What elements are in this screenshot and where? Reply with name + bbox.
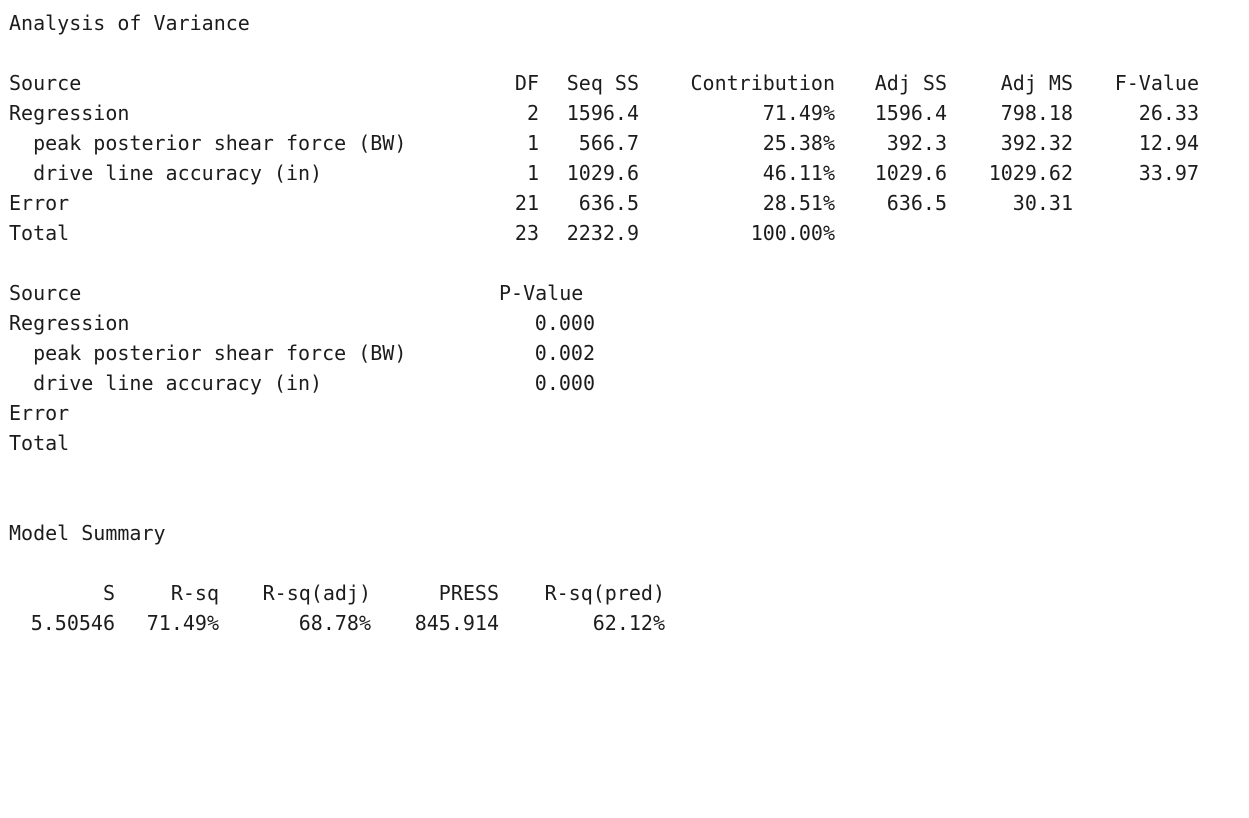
row-seq-ss: 2232.9 bbox=[566, 221, 639, 245]
value-press: 845.914 bbox=[414, 611, 499, 635]
table-row: drive line accuracy (in) 0.000 bbox=[9, 368, 1244, 398]
row-df: 2 bbox=[526, 101, 539, 125]
row-adj-ms: 392.32 bbox=[1000, 131, 1073, 155]
header-r-sq-adj: R-sq(adj) bbox=[262, 581, 371, 605]
row-seq-ss: 1596.4 bbox=[566, 101, 639, 125]
row-p-value: 0.000 bbox=[534, 311, 595, 335]
value-r-sq-adj: 68.78% bbox=[298, 611, 371, 635]
row-adj-ms: 798.18 bbox=[1000, 101, 1073, 125]
anova-title: Analysis of Variance bbox=[9, 11, 250, 35]
row-contribution: 46.11% bbox=[762, 161, 835, 185]
header-s: S bbox=[102, 581, 115, 605]
model-summary-header-row: S R-sq R-sq(adj) PRESS R-sq(pred) bbox=[9, 578, 1244, 608]
row-source: peak posterior shear force (BW) bbox=[9, 131, 407, 155]
header-press: PRESS bbox=[438, 581, 499, 605]
row-f-value: 12.94 bbox=[1138, 131, 1199, 155]
row-contribution: 100.00% bbox=[750, 221, 835, 245]
row-df: 21 bbox=[514, 191, 539, 215]
value-r-sq: 71.49% bbox=[146, 611, 219, 635]
table-row: Total 23 2232.9 100.00% bbox=[9, 218, 1244, 248]
header-df: DF bbox=[514, 71, 539, 95]
session-output: Analysis of Variance Source DF Seq SS Co… bbox=[9, 0, 1244, 683]
row-df: 1 bbox=[526, 161, 539, 185]
value-s: 5.50546 bbox=[30, 611, 115, 635]
row-adj-ms: 30.31 bbox=[1012, 191, 1073, 215]
row-df: 23 bbox=[514, 221, 539, 245]
table-row: drive line accuracy (in) 1 1029.6 46.11%… bbox=[9, 158, 1244, 188]
row-contribution: 25.38% bbox=[762, 131, 835, 155]
table-row: Total bbox=[9, 428, 1244, 458]
value-r-sq-pred: 62.12% bbox=[592, 611, 665, 635]
row-adj-ss: 392.3 bbox=[886, 131, 947, 155]
header-source: Source bbox=[9, 281, 82, 305]
header-r-sq: R-sq bbox=[170, 581, 219, 605]
header-seq-ss: Seq SS bbox=[566, 71, 639, 95]
header-p-value: P-Value bbox=[499, 281, 584, 305]
row-source: Total bbox=[9, 221, 70, 245]
model-summary-row: 5.50546 71.49% 68.78% 845.914 62.12% bbox=[9, 608, 1244, 638]
pvalue-header-row: Source P-Value bbox=[9, 278, 1244, 308]
header-adj-ss: Adj SS bbox=[874, 71, 947, 95]
table-row: Error bbox=[9, 398, 1244, 428]
row-source: peak posterior shear force (BW) bbox=[9, 341, 407, 365]
anova-header-row: Source DF Seq SS Contribution Adj SS Adj… bbox=[9, 68, 1244, 98]
row-source: Regression bbox=[9, 311, 130, 335]
row-f-value: 26.33 bbox=[1138, 101, 1199, 125]
row-adj-ss: 1596.4 bbox=[874, 101, 947, 125]
row-source: Total bbox=[9, 431, 70, 455]
header-f-value: F-Value bbox=[1114, 71, 1199, 95]
row-p-value: 0.002 bbox=[534, 341, 595, 365]
row-seq-ss: 566.7 bbox=[578, 131, 639, 155]
header-r-sq-pred: R-sq(pred) bbox=[544, 581, 665, 605]
row-contribution: 28.51% bbox=[762, 191, 835, 215]
row-source: Error bbox=[9, 401, 70, 425]
row-adj-ss: 636.5 bbox=[886, 191, 947, 215]
table-row: peak posterior shear force (BW) 1 566.7 … bbox=[9, 128, 1244, 158]
row-adj-ss: 1029.6 bbox=[874, 161, 947, 185]
row-source: drive line accuracy (in) bbox=[9, 161, 323, 185]
header-source: Source bbox=[9, 71, 82, 95]
table-row: Regression 2 1596.4 71.49% 1596.4 798.18… bbox=[9, 98, 1244, 128]
table-row: peak posterior shear force (BW) 0.002 bbox=[9, 338, 1244, 368]
row-df: 1 bbox=[526, 131, 539, 155]
table-row: Regression 0.000 bbox=[9, 308, 1244, 338]
header-adj-ms: Adj MS bbox=[1000, 71, 1073, 95]
row-p-value: 0.000 bbox=[534, 371, 595, 395]
header-contribution: Contribution bbox=[690, 71, 836, 95]
table-row: Error 21 636.5 28.51% 636.5 30.31 bbox=[9, 188, 1244, 218]
row-source: Regression bbox=[9, 101, 130, 125]
row-source: Error bbox=[9, 191, 70, 215]
row-source: drive line accuracy (in) bbox=[9, 371, 323, 395]
model-summary-title: Model Summary bbox=[9, 521, 166, 545]
row-seq-ss: 1029.6 bbox=[566, 161, 639, 185]
row-contribution: 71.49% bbox=[762, 101, 835, 125]
row-adj-ms: 1029.62 bbox=[988, 161, 1073, 185]
row-f-value: 33.97 bbox=[1138, 161, 1199, 185]
row-seq-ss: 636.5 bbox=[578, 191, 639, 215]
